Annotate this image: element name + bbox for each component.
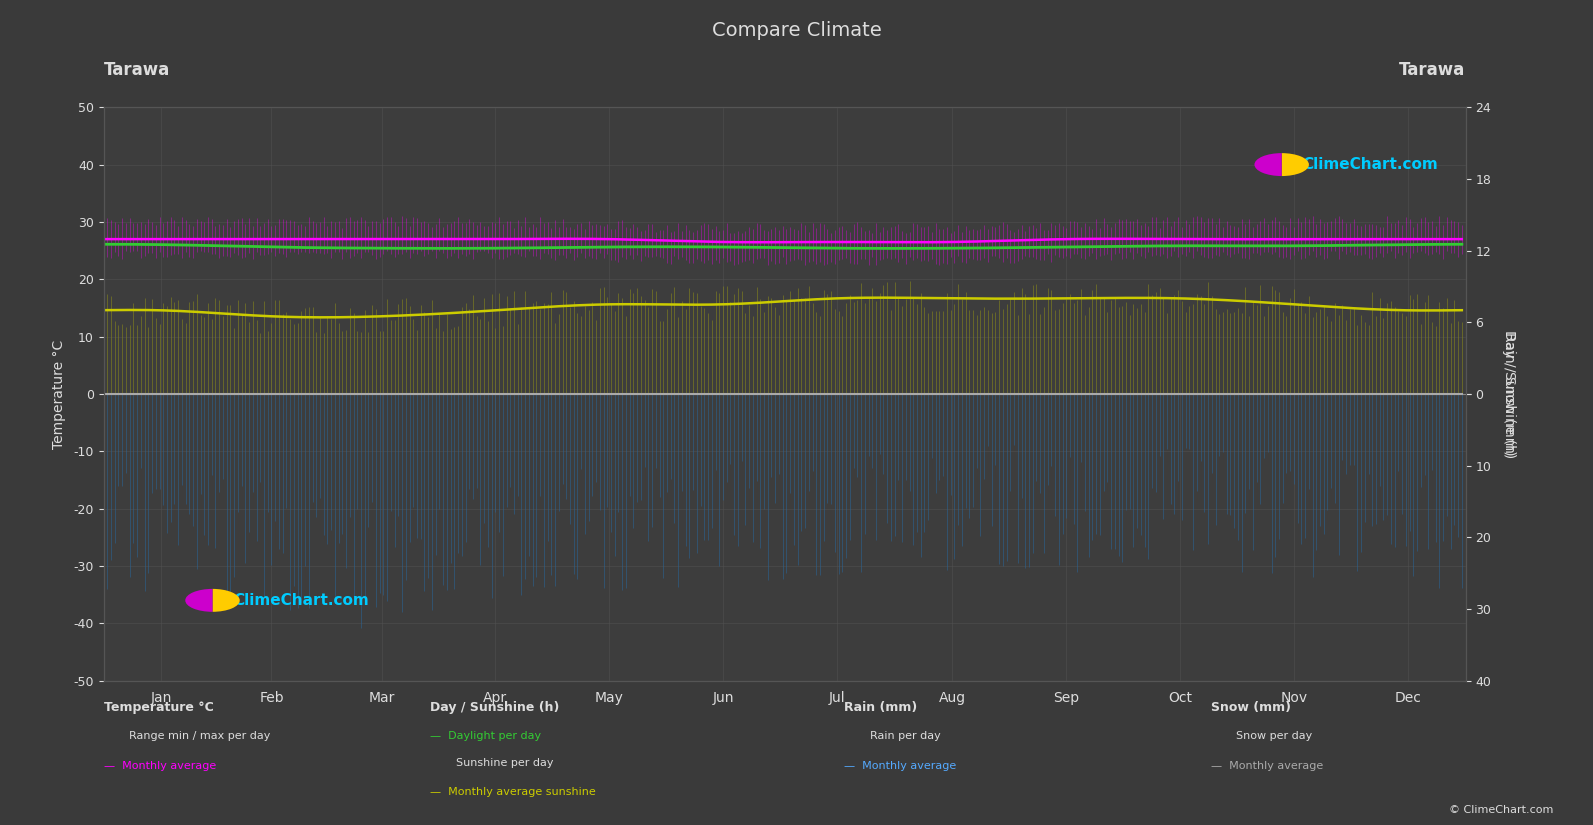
Text: © ClimeChart.com: © ClimeChart.com bbox=[1448, 805, 1553, 815]
Text: —  Monthly average: — Monthly average bbox=[104, 761, 215, 771]
Wedge shape bbox=[1282, 153, 1309, 176]
Text: Tarawa: Tarawa bbox=[104, 60, 170, 78]
Text: Snow per day: Snow per day bbox=[1236, 731, 1313, 741]
Text: —  Daylight per day: — Daylight per day bbox=[430, 731, 542, 741]
Wedge shape bbox=[1254, 153, 1282, 176]
Text: ClimeChart.com: ClimeChart.com bbox=[233, 593, 368, 608]
Wedge shape bbox=[185, 589, 212, 612]
Y-axis label: Temperature °C: Temperature °C bbox=[53, 339, 67, 449]
Y-axis label: Day / Sunshine (h): Day / Sunshine (h) bbox=[1502, 330, 1517, 458]
Text: Snow (mm): Snow (mm) bbox=[1211, 700, 1290, 714]
Text: Day / Sunshine (h): Day / Sunshine (h) bbox=[430, 700, 559, 714]
Text: Temperature °C: Temperature °C bbox=[104, 700, 213, 714]
Wedge shape bbox=[212, 589, 239, 612]
Text: —  Monthly average: — Monthly average bbox=[844, 761, 956, 771]
Text: Rain (mm): Rain (mm) bbox=[844, 700, 918, 714]
Text: Sunshine per day: Sunshine per day bbox=[456, 758, 553, 768]
Text: —  Monthly average: — Monthly average bbox=[1211, 761, 1322, 771]
Text: Range min / max per day: Range min / max per day bbox=[129, 731, 271, 741]
Text: —  Monthly average sunshine: — Monthly average sunshine bbox=[430, 787, 596, 797]
Text: Compare Climate: Compare Climate bbox=[712, 21, 881, 40]
Text: Tarawa: Tarawa bbox=[1399, 60, 1466, 78]
Text: ClimeChart.com: ClimeChart.com bbox=[1301, 157, 1438, 172]
Y-axis label: Rain / Snow (mm): Rain / Snow (mm) bbox=[1502, 332, 1517, 455]
Text: Rain per day: Rain per day bbox=[870, 731, 940, 741]
